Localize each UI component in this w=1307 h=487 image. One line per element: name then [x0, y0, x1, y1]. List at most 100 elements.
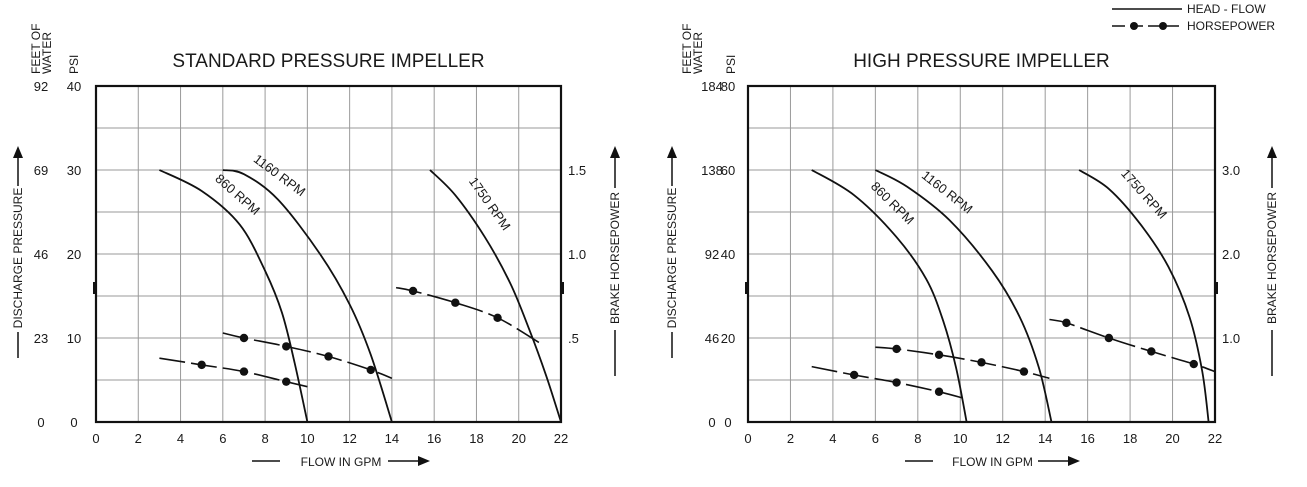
feet-tick-label: 0 — [37, 415, 44, 430]
legend-horsepower-marker — [1130, 22, 1138, 30]
y-axis-label: DISCHARGE PRESSURE — [11, 188, 25, 329]
x-tick-label: 16 — [1080, 431, 1094, 446]
horsepower-marker — [1147, 347, 1156, 356]
hp-tick-label: 2.0 — [1222, 247, 1240, 262]
psi-tick-label: 20 — [721, 331, 735, 346]
x-axis-arrowhead — [1068, 456, 1080, 466]
rpm-curve-label: 1160 RPM — [251, 151, 308, 199]
horsepower-marker — [408, 286, 418, 296]
y-axis-arrowhead — [13, 146, 23, 158]
legend-horsepower-marker — [1159, 22, 1167, 30]
x-tick-label: 0 — [744, 431, 751, 446]
y2-axis-label: BRAKE HORSEPOWER — [1265, 192, 1279, 324]
x-tick-label: 16 — [427, 431, 441, 446]
y-axis-label: DISCHARGE PRESSURE — [665, 188, 679, 329]
psi-tick-label: 20 — [67, 247, 81, 262]
legend-horsepower-label: HORSEPOWER — [1187, 19, 1275, 33]
horsepower-marker — [934, 350, 944, 359]
head-flow-curve — [811, 169, 968, 423]
y2-axis-arrowhead — [1267, 146, 1277, 158]
x-tick-label: 20 — [511, 431, 525, 446]
head-flow-curve — [1078, 169, 1210, 423]
feet-of-water-header: FEET OF — [680, 24, 694, 74]
rpm-curve-label: 860 RPM — [212, 171, 263, 218]
x-tick-label: 12 — [995, 431, 1009, 446]
x-tick-label: 12 — [342, 431, 356, 446]
feet-tick-label: 92 — [34, 79, 48, 94]
plot-frame — [94, 84, 563, 424]
x-axis-label: FLOW IN GPM — [301, 455, 382, 469]
horsepower-marker — [366, 365, 375, 375]
x-tick-label: 4 — [829, 431, 836, 446]
x-axis-label: FLOW IN GPM — [952, 455, 1033, 469]
psi-tick-label: 0 — [70, 415, 77, 430]
horsepower-marker — [977, 358, 986, 367]
y-axis-arrowhead — [667, 146, 677, 158]
x-tick-label: 10 — [953, 431, 967, 446]
horsepower-marker — [239, 333, 249, 343]
hp-tick-label: 1.0 — [1222, 331, 1240, 346]
plot-frame — [746, 84, 1217, 424]
x-tick-label: 14 — [385, 431, 399, 446]
psi-header: PSI — [67, 55, 81, 74]
psi-tick-label: 0 — [724, 415, 731, 430]
horsepower-marker — [849, 370, 859, 380]
x-tick-label: 8 — [914, 431, 921, 446]
feet-tick-label: 184 — [701, 79, 723, 94]
x-tick-label: 20 — [1165, 431, 1179, 446]
horsepower-marker — [451, 298, 460, 307]
head-flow-curve — [159, 169, 309, 423]
horsepower-marker — [1189, 359, 1198, 369]
chart-title: HIGH PRESSURE IMPELLER — [853, 51, 1110, 72]
feet-tick-label: 138 — [701, 163, 723, 178]
hp-tick-label: 1.5 — [568, 163, 586, 178]
feet-of-water-header: FEET OF — [29, 24, 43, 74]
horsepower-marker — [282, 377, 291, 386]
horsepower-marker — [892, 344, 901, 354]
x-tick-label: 14 — [1038, 431, 1052, 446]
feet-of-water-header: WATER — [691, 32, 705, 74]
head-flow-curve — [874, 169, 1053, 423]
hp-tick-label: .5 — [568, 331, 579, 346]
horsepower-marker — [282, 342, 291, 351]
legend-head-flow-label: HEAD - FLOW — [1187, 2, 1266, 16]
head-flow-curve — [429, 169, 562, 423]
x-axis-arrowhead — [418, 456, 430, 466]
horsepower-marker — [1062, 318, 1071, 328]
hp-tick-label: 3.0 — [1222, 163, 1240, 178]
horsepower-curve — [395, 286, 541, 344]
x-tick-label: 22 — [554, 431, 568, 446]
psi-tick-label: 80 — [721, 79, 735, 94]
x-tick-label: 0 — [92, 431, 99, 446]
hp-tick-label: 1.0 — [568, 247, 586, 262]
horsepower-marker — [1019, 367, 1029, 376]
horsepower-marker — [892, 378, 901, 387]
horsepower-marker — [197, 360, 206, 370]
rpm-curve-label: 1750 RPM — [466, 174, 514, 233]
feet-tick-label: 23 — [34, 331, 48, 346]
x-tick-label: 18 — [1123, 431, 1137, 446]
feet-tick-label: 46 — [705, 331, 719, 346]
rpm-curve-label: 1750 RPM — [1118, 166, 1170, 222]
head-flow-curve — [222, 169, 393, 423]
psi-tick-label: 40 — [721, 247, 735, 262]
feet-of-water-header: WATER — [40, 32, 54, 74]
horsepower-marker — [1104, 333, 1114, 343]
feet-tick-label: 0 — [708, 415, 715, 430]
x-tick-label: 6 — [872, 431, 879, 446]
y2-axis-arrowhead — [610, 146, 620, 158]
x-tick-label: 18 — [469, 431, 483, 446]
x-tick-label: 22 — [1208, 431, 1222, 446]
x-tick-label: 10 — [300, 431, 314, 446]
rpm-curve-label: 1160 RPM — [919, 167, 976, 216]
feet-tick-label: 69 — [34, 163, 48, 178]
horsepower-marker — [934, 387, 944, 396]
x-tick-label: 8 — [261, 431, 268, 446]
feet-tick-label: 46 — [34, 247, 48, 262]
horsepower-marker — [324, 352, 333, 361]
psi-header: PSI — [724, 55, 738, 74]
legend: HEAD - FLOW HORSEPOWER — [1112, 2, 1275, 33]
